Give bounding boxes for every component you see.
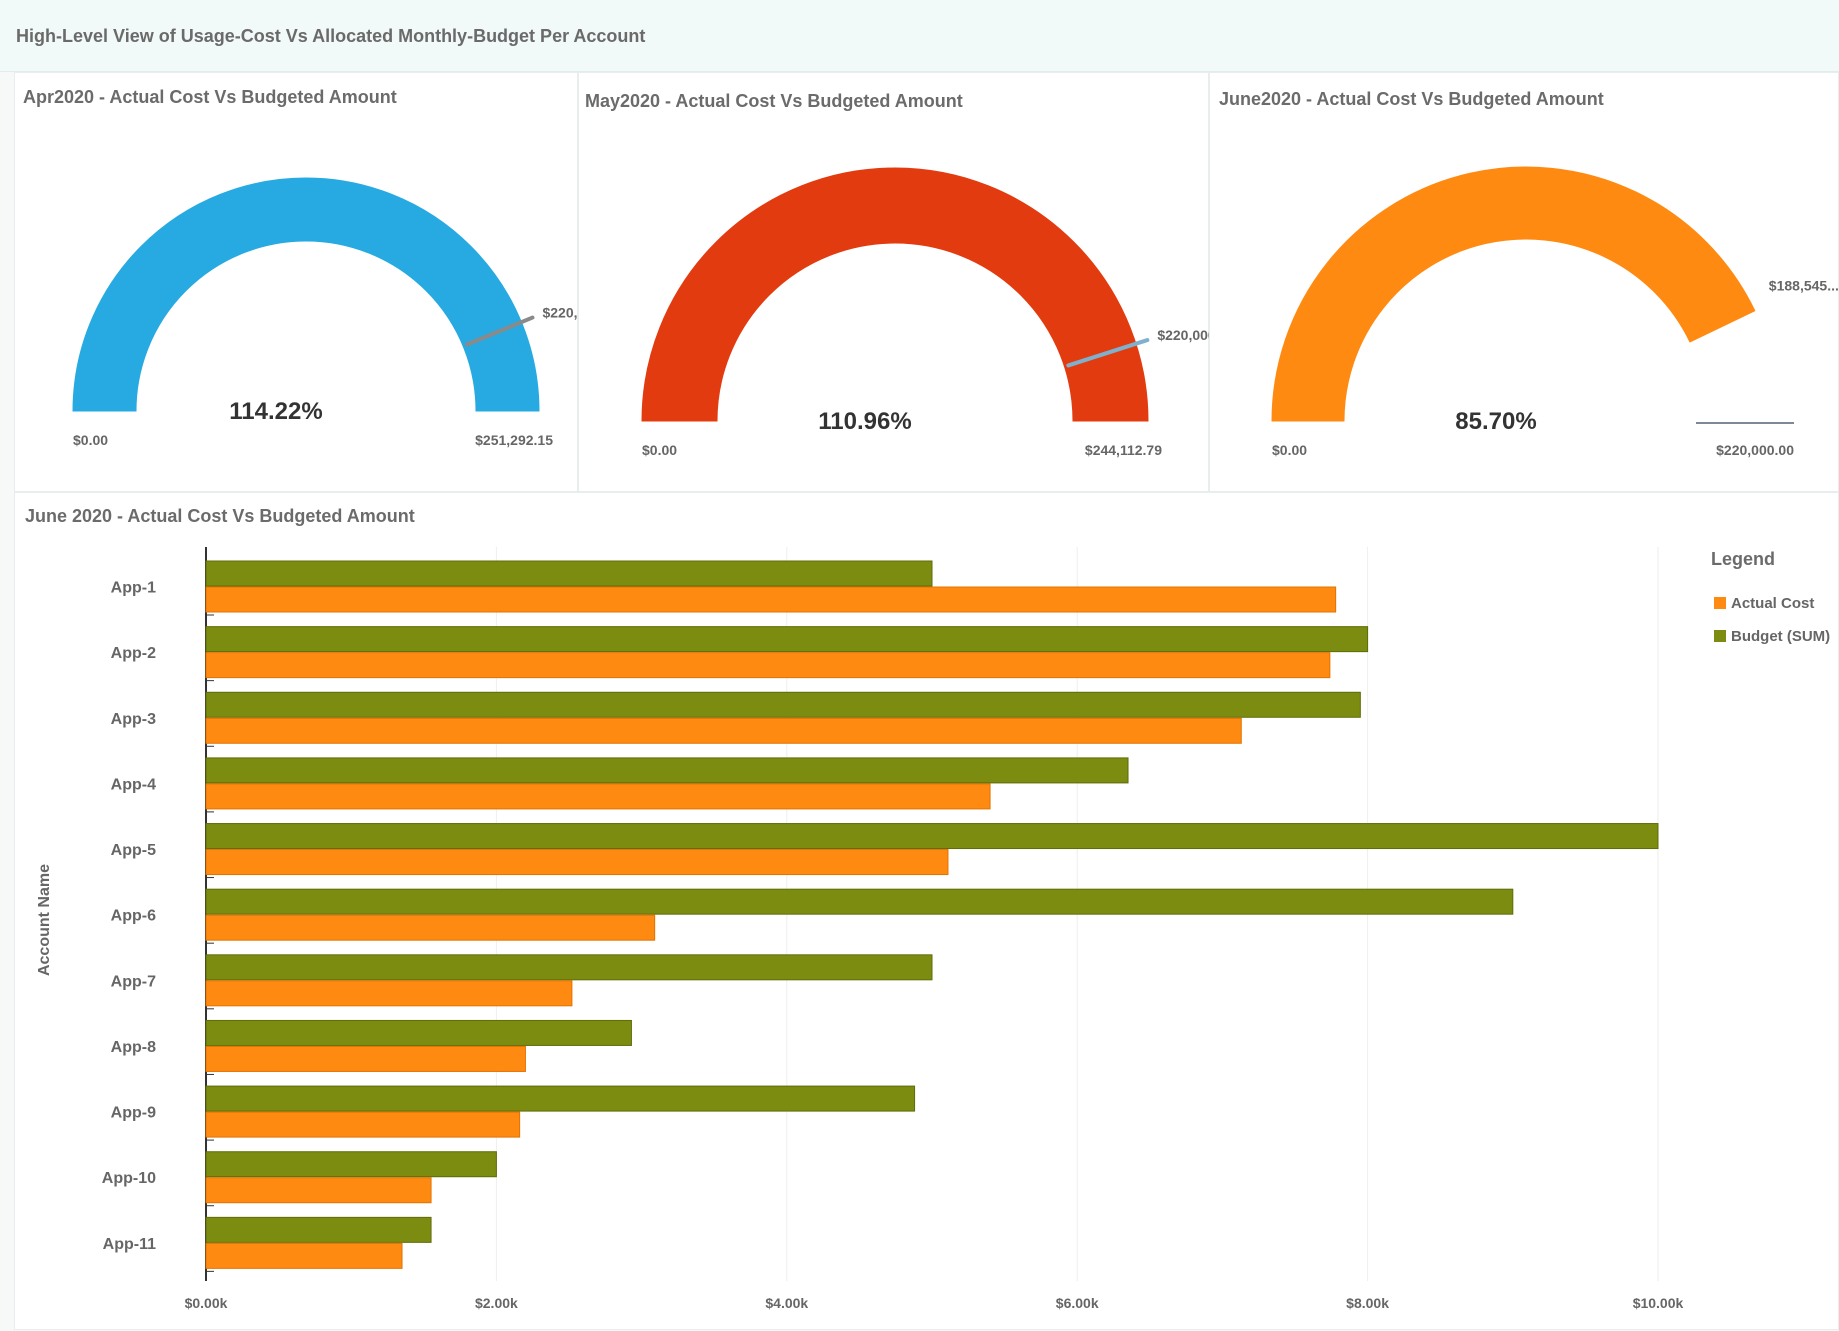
gauge-panel-apr: Apr2020 - Actual Cost Vs Budgeted Amount… xyxy=(14,72,579,492)
x-tick-label: $4.00k xyxy=(765,1295,808,1311)
x-tick-label: $10.00k xyxy=(1633,1295,1684,1311)
gauge-may: $220,000.00 110.96% $0.00 $244,112.79 xyxy=(641,167,1210,458)
category-label: App-7 xyxy=(111,973,156,990)
bar-budget[interactable] xyxy=(205,1216,432,1243)
chart-title: June 2020 - Actual Cost Vs Budgeted Amou… xyxy=(25,506,415,526)
gauge-min-label: $0.00 xyxy=(73,432,108,448)
bar-budget[interactable] xyxy=(205,888,1514,915)
gauge-percent: 110.96% xyxy=(818,408,911,435)
bar-budget[interactable] xyxy=(205,626,1369,653)
x-tick-label: $2.00k xyxy=(475,1295,518,1311)
category-label: App-6 xyxy=(111,908,156,925)
bar-budget[interactable] xyxy=(205,1085,916,1112)
x-tick-label: $0.00k xyxy=(185,1295,228,1311)
bar-actual-cost[interactable] xyxy=(205,717,1242,744)
bar-actual-cost[interactable] xyxy=(205,1111,521,1138)
category-label: App-3 xyxy=(111,711,156,728)
bar-chart-panel: June 2020 - Actual Cost Vs Budgeted Amou… xyxy=(14,492,1839,1330)
legend-title: Legend xyxy=(1711,549,1775,569)
legend-label[interactable]: Budget (SUM) xyxy=(1731,628,1830,645)
gauge-band xyxy=(72,177,540,412)
gauge-title-may: May2020 - Actual Cost Vs Budgeted Amount xyxy=(585,91,963,111)
gauge-panel-may: May2020 - Actual Cost Vs Budgeted Amount… xyxy=(578,72,1210,492)
target-label: $220,000.00 xyxy=(542,305,579,321)
gauge-max-label: $220,000.00 xyxy=(1716,442,1794,458)
bar-budget[interactable] xyxy=(205,1151,497,1178)
bar-budget[interactable] xyxy=(205,1019,632,1046)
x-tick-label: $8.00k xyxy=(1346,1295,1389,1311)
gauge-max-label: $251,292.15 xyxy=(475,432,553,448)
gauge-min-label: $0.00 xyxy=(642,442,677,458)
bar-actual-cost[interactable] xyxy=(205,849,949,876)
target-label: $220,000.00 xyxy=(1157,327,1210,343)
gauge-june: $188,545... 85.70% $0.00 $220,000.00 xyxy=(1271,166,1839,458)
y-axis-label: Account Name xyxy=(36,864,53,976)
category-label: App-5 xyxy=(111,842,156,859)
value-label: $188,545... xyxy=(1769,278,1839,294)
bar-actual-cost[interactable] xyxy=(205,1242,403,1269)
bar-actual-cost[interactable] xyxy=(205,1045,526,1072)
category-label: App-8 xyxy=(111,1039,156,1056)
bar-actual-cost[interactable] xyxy=(205,914,656,941)
dashboard-title: High-Level View of Usage-Cost Vs Allocat… xyxy=(16,26,646,46)
target-marker xyxy=(1066,338,1150,368)
category-label: App-10 xyxy=(102,1170,156,1187)
bar-actual-cost[interactable] xyxy=(205,783,991,810)
gauge-title-june: June2020 - Actual Cost Vs Budgeted Amoun… xyxy=(1219,89,1604,109)
gauge-apr: $220,000.00 114.22% $0.00 $251,292.15 xyxy=(72,177,579,448)
x-tick-label: $6.00k xyxy=(1056,1295,1099,1311)
bar-budget[interactable] xyxy=(205,954,933,981)
gauge-percent: 85.70% xyxy=(1455,408,1536,435)
bar-actual-cost[interactable] xyxy=(205,980,573,1007)
bar-actual-cost[interactable] xyxy=(205,1177,432,1204)
gauge-max-label: $244,112.79 xyxy=(1085,442,1162,458)
category-label: App-9 xyxy=(111,1105,156,1122)
bar-chart: June 2020 - Actual Cost Vs Budgeted Amou… xyxy=(25,506,1830,1311)
bar-actual-cost[interactable] xyxy=(205,652,1331,679)
gauge-band xyxy=(641,167,1149,422)
target-marker xyxy=(464,315,535,347)
dashboard-header: High-Level View of Usage-Cost Vs Allocat… xyxy=(0,0,1839,72)
bar-budget[interactable] xyxy=(205,560,933,587)
legend-label[interactable]: Actual Cost xyxy=(1731,595,1814,612)
bar-actual-cost[interactable] xyxy=(205,586,1337,613)
category-label: App-2 xyxy=(111,645,156,662)
bar-budget[interactable] xyxy=(205,757,1129,784)
gauge-band xyxy=(1271,166,1756,422)
legend-swatch[interactable] xyxy=(1714,630,1726,642)
bar-budget[interactable] xyxy=(205,691,1361,718)
bar-budget[interactable] xyxy=(205,823,1659,850)
gauge-percent: 114.22% xyxy=(229,398,322,425)
gauge-panel-june: June2020 - Actual Cost Vs Budgeted Amoun… xyxy=(1209,72,1839,492)
category-label: App-1 xyxy=(111,580,156,597)
legend-swatch[interactable] xyxy=(1714,597,1726,609)
category-label: App-4 xyxy=(111,776,156,793)
category-label: App-11 xyxy=(103,1236,156,1253)
gauge-title-apr: Apr2020 - Actual Cost Vs Budgeted Amount xyxy=(23,87,397,107)
gauge-min-label: $0.00 xyxy=(1272,442,1307,458)
